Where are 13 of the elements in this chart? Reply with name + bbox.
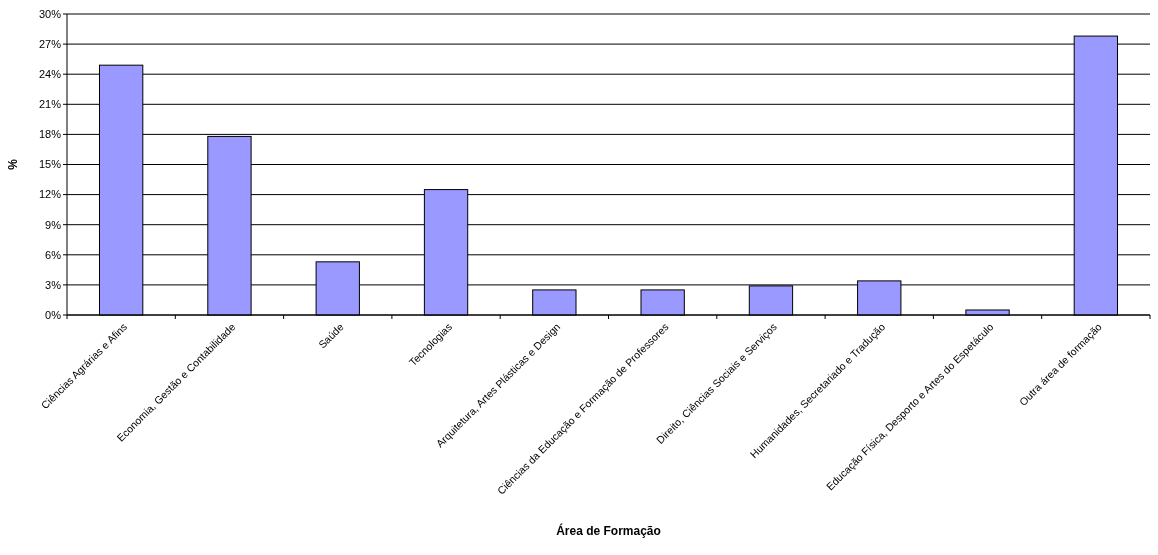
y-axis-title: %: [6, 158, 20, 170]
y-tick-label: 24%: [38, 68, 62, 81]
y-tick-label: 6%: [45, 248, 62, 261]
y-tick-label: 21%: [38, 98, 62, 111]
y-tick-label: 0%: [45, 308, 62, 321]
y-tick-label: 15%: [38, 158, 62, 171]
y-tick-label: 3%: [45, 278, 62, 291]
y-tick-label: 18%: [38, 128, 62, 141]
y-tick-label: 9%: [45, 218, 62, 231]
y-tick-label: 30%: [38, 7, 62, 20]
y-tick-label: 27%: [38, 37, 62, 50]
y-tick-label: 12%: [38, 188, 62, 201]
x-axis-title: Área de Formação: [556, 523, 661, 538]
